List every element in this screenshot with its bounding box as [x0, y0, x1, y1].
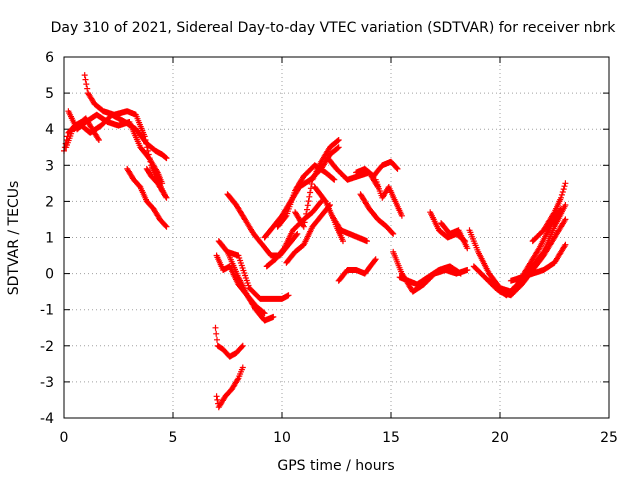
series-arc15 — [274, 162, 338, 230]
plus-marks — [65, 108, 166, 187]
plus-marks — [438, 220, 471, 252]
plus-marks — [357, 191, 397, 237]
plus-marks — [311, 184, 346, 245]
y-axis-label: SDTVAR / TECUs — [6, 181, 22, 296]
series-arc23 — [357, 191, 397, 237]
plus-marks — [63, 111, 170, 162]
plus-marks — [143, 165, 170, 201]
y-tick-labels: -4 -3 -2 -1 0 1 2 3 4 5 6 — [40, 50, 54, 427]
series-arc18 — [311, 184, 346, 245]
plus-marks — [396, 263, 464, 288]
plus-marks — [283, 202, 333, 266]
series-arc33 — [529, 180, 569, 245]
x-tick-labels: 0 5 10 15 20 25 — [60, 430, 618, 446]
data-marks — [61, 72, 569, 411]
plus-marks — [292, 137, 342, 230]
plus-marks — [215, 238, 277, 324]
series-arc21 — [335, 256, 379, 284]
series-arc26 — [396, 263, 464, 288]
y-tick-label: 4 — [45, 122, 54, 138]
y-tick-label: 3 — [45, 158, 54, 174]
x-tick-label: 20 — [491, 430, 509, 446]
plus-marks — [212, 324, 246, 360]
plot-frame — [63, 56, 610, 419]
series-arc22 — [353, 158, 401, 180]
series-arc4 — [81, 72, 168, 198]
plus-marks — [224, 248, 292, 302]
x-tick-label: 5 — [169, 430, 178, 446]
plus-marks — [335, 256, 379, 284]
y-tick-label: -3 — [40, 375, 54, 391]
y-tick-label: 2 — [45, 194, 54, 210]
plus-marks — [61, 115, 102, 154]
x-tick-label: 10 — [273, 430, 291, 446]
y-tick-label: 0 — [45, 267, 54, 283]
series-arc11 — [224, 248, 292, 302]
y-tick-label: 6 — [45, 50, 54, 66]
plus-marks — [213, 364, 246, 411]
y-tick-label: -4 — [40, 411, 54, 427]
series-arc14 — [263, 198, 325, 270]
series-arc20 — [329, 212, 370, 245]
x-tick-label: 0 — [60, 430, 69, 446]
series-arc8 — [213, 364, 246, 411]
x-tick-label: 15 — [382, 430, 400, 446]
plus-marks — [329, 212, 370, 245]
series-arc28 — [438, 220, 471, 252]
plus-marks — [372, 176, 405, 219]
series-arc17 — [292, 137, 342, 230]
series-arc1 — [61, 115, 102, 154]
plus-marks — [274, 162, 338, 230]
series-arc7 — [212, 324, 246, 360]
y-tick-label: -2 — [40, 339, 54, 355]
x-axis-label: GPS time / hours — [277, 458, 394, 474]
plus-marks — [263, 198, 325, 270]
plus-marks — [353, 158, 401, 180]
grid — [64, 57, 609, 418]
chart-title: Day 310 of 2021, Sidereal Day-to-day VTE… — [51, 20, 617, 36]
y-tick-label: 1 — [45, 231, 54, 247]
series-arc16 — [283, 202, 333, 266]
series-arc32 — [507, 241, 569, 284]
plus-marks — [529, 180, 569, 245]
plus-marks — [81, 72, 168, 198]
x-tick-label: 25 — [600, 430, 618, 446]
series-arc10 — [215, 238, 277, 324]
y-tick-label: 5 — [45, 86, 54, 102]
series-arc3 — [65, 108, 166, 187]
y-tick-label: -1 — [40, 303, 54, 319]
plus-marks — [507, 241, 569, 284]
series-arc2 — [63, 111, 170, 162]
series-arc6 — [143, 165, 170, 201]
plus-marks — [124, 165, 170, 230]
series-arc5 — [124, 165, 170, 230]
series-arc24 — [372, 176, 405, 219]
